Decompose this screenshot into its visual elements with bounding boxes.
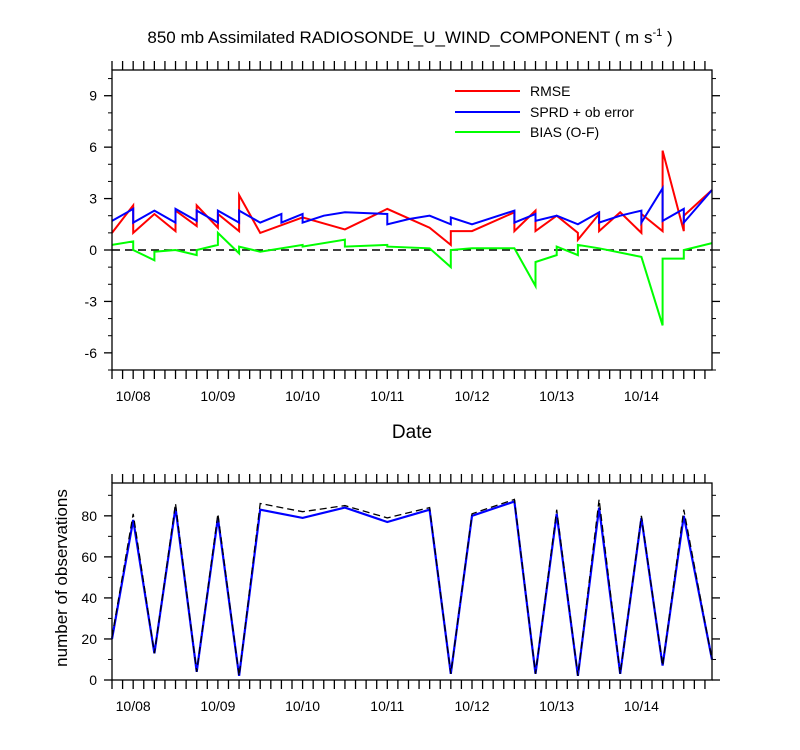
top-x-tick-label: 10/09: [200, 388, 235, 404]
top-y-tick-label: -6: [85, 345, 98, 361]
bottom-x-tick-label: 10/12: [454, 698, 489, 714]
top-x-tick-label: 10/13: [539, 388, 574, 404]
top-y-tick-label: 0: [89, 242, 97, 258]
top-x-tick-label: 10/11: [370, 388, 404, 404]
top-x-axis-title: Date: [392, 422, 432, 443]
obs-used-line: [110, 500, 714, 677]
top-y-tick-label: 3: [89, 191, 97, 207]
bottom-x-tick-label: 10/10: [285, 698, 320, 714]
top-plot-panel: 10/08 10/09 10/10 10/11 10/12 10/13 10/14 9 6 3 0 -…: [85, 61, 720, 443]
rmse-line: [111, 150, 713, 247]
top-x-tick-label: 10/08: [116, 388, 151, 404]
bottom-x-tick-label: 10/08: [116, 698, 151, 714]
bottom-x-tick-label: 10/13: [539, 698, 574, 714]
bias-line: [111, 230, 713, 326]
legend-label-bias: BIAS (O-F): [530, 124, 599, 140]
top-y-tick-label: 6: [89, 139, 97, 155]
legend-label-sprd: SPRD + ob error: [530, 104, 634, 120]
bottom-plot-panel: 10/08 10/09 10/10 10/11 10/12 10/13 10/14 0 20 40…: [52, 474, 720, 714]
bottom-y-tick-label: 0: [89, 672, 97, 688]
top-x-tick-label: 10/10: [285, 388, 320, 404]
bottom-y-axis-title: number of observations: [52, 489, 71, 667]
chart-title-superscript: -1: [652, 27, 662, 39]
top-axes: 10/08 10/09 10/10 10/11 10/12 10/13 10/14 9 6 3 0 -…: [85, 61, 720, 404]
top-series-group: [111, 150, 713, 326]
bottom-axes: 10/08 10/09 10/10 10/11 10/12 10/13 10/14 0 20 40…: [81, 474, 720, 714]
chart-title-close: ): [662, 28, 672, 47]
chart-title: 850 mb Assimilated RADIOSONDE_U_WIND_COM…: [147, 27, 672, 47]
bottom-x-tick-label: 10/14: [624, 698, 659, 714]
bottom-x-tick-label: 10/09: [200, 698, 235, 714]
bottom-y-tick-label: 20: [81, 631, 97, 647]
bottom-y-tick-label: 80: [81, 508, 97, 524]
obs-possible-line: [111, 498, 713, 676]
legend-label-rmse: RMSE: [530, 83, 570, 99]
sprd-line: [111, 184, 713, 227]
bottom-plot-frame: [111, 482, 713, 681]
bottom-x-tick-label: 10/11: [370, 698, 404, 714]
top-plot-frame: [111, 69, 713, 371]
legend: RMSE SPRD + ob error BIAS (O-F): [455, 83, 634, 140]
bottom-y-tick-label: 40: [81, 590, 97, 606]
bottom-y-tick-label: 60: [81, 549, 97, 565]
top-y-tick-label: 9: [89, 88, 97, 104]
bottom-series-group: [110, 498, 714, 677]
top-x-tick-label: 10/12: [454, 388, 489, 404]
top-y-tick-label: -3: [85, 293, 98, 309]
chart-title-text: 850 mb Assimilated RADIOSONDE_U_WIND_COM…: [147, 28, 652, 47]
top-x-tick-label: 10/14: [624, 388, 659, 404]
